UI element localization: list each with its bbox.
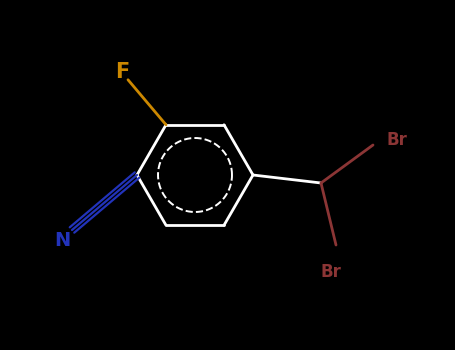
Text: N: N	[54, 231, 70, 250]
Text: F: F	[115, 62, 129, 82]
Text: Br: Br	[321, 263, 341, 281]
Text: Br: Br	[387, 131, 408, 149]
